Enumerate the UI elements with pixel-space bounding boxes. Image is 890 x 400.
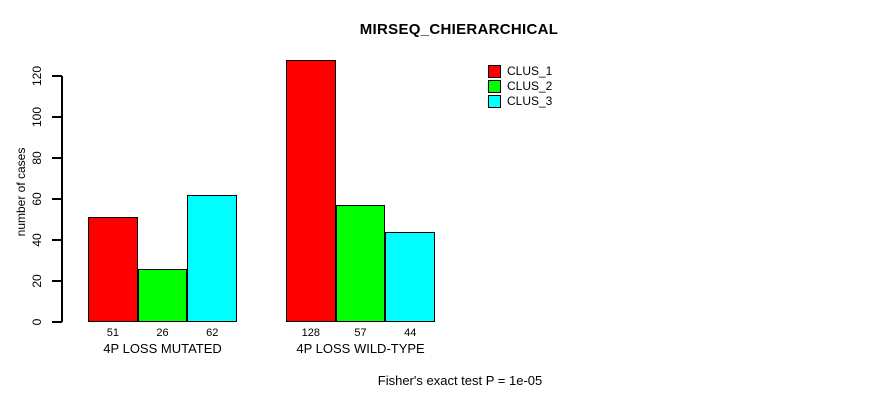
bar-clus_1-group1 <box>88 217 138 322</box>
bar-clus_3-group2 <box>385 231 436 322</box>
y-axis-label: number of cases <box>14 147 28 237</box>
y-tick-label: 60 <box>30 192 44 206</box>
legend-label: CLUS_3 <box>507 94 553 108</box>
legend-label: CLUS_2 <box>507 79 553 93</box>
category-label: 4P LOSS MUTATED <box>103 341 222 356</box>
bar-clus_2-group2 <box>335 205 386 322</box>
y-tick-mark <box>52 280 62 282</box>
bar-value-label: 128 <box>301 327 321 339</box>
y-tick-label: 120 <box>30 65 44 87</box>
y-tick-label: 100 <box>30 106 44 128</box>
y-tick-mark <box>52 116 62 118</box>
y-tick-mark <box>52 239 62 241</box>
y-tick-mark <box>52 75 62 77</box>
y-tick-label: 80 <box>30 151 44 165</box>
bar-value-label: 57 <box>354 327 367 339</box>
bar-value-label: 51 <box>106 327 119 339</box>
y-tick-label: 20 <box>30 274 44 288</box>
legend-swatch-icon <box>488 80 501 93</box>
bar-value-label: 26 <box>156 327 169 339</box>
y-tick-label: 0 <box>30 318 44 326</box>
category-label: 4P LOSS WILD-TYPE <box>296 341 425 356</box>
legend-label: CLUS_1 <box>507 64 553 78</box>
legend-item-clus_2: CLUS_2 <box>488 80 552 93</box>
legend-item-clus_3: CLUS_3 <box>488 95 552 108</box>
y-tick-label: 40 <box>30 233 44 247</box>
y-tick-mark <box>52 321 62 323</box>
y-tick-mark <box>52 157 62 159</box>
y-tick-mark <box>52 198 62 200</box>
bar-value-label: 44 <box>404 327 417 339</box>
bar-clus_1-group2 <box>286 59 336 322</box>
legend-item-clus_1: CLUS_1 <box>488 65 552 78</box>
legend-swatch-icon <box>488 65 501 78</box>
chart-title: MIRSEQ_CHIERARCHICAL <box>359 21 559 38</box>
legend-swatch-icon <box>488 95 501 108</box>
bar-value-label: 62 <box>206 327 219 339</box>
statistics-caption: Fisher's exact test P = 1e-05 <box>377 373 543 388</box>
bar-clus_3-group1 <box>187 194 238 322</box>
bar-clus_2-group1 <box>137 268 188 322</box>
